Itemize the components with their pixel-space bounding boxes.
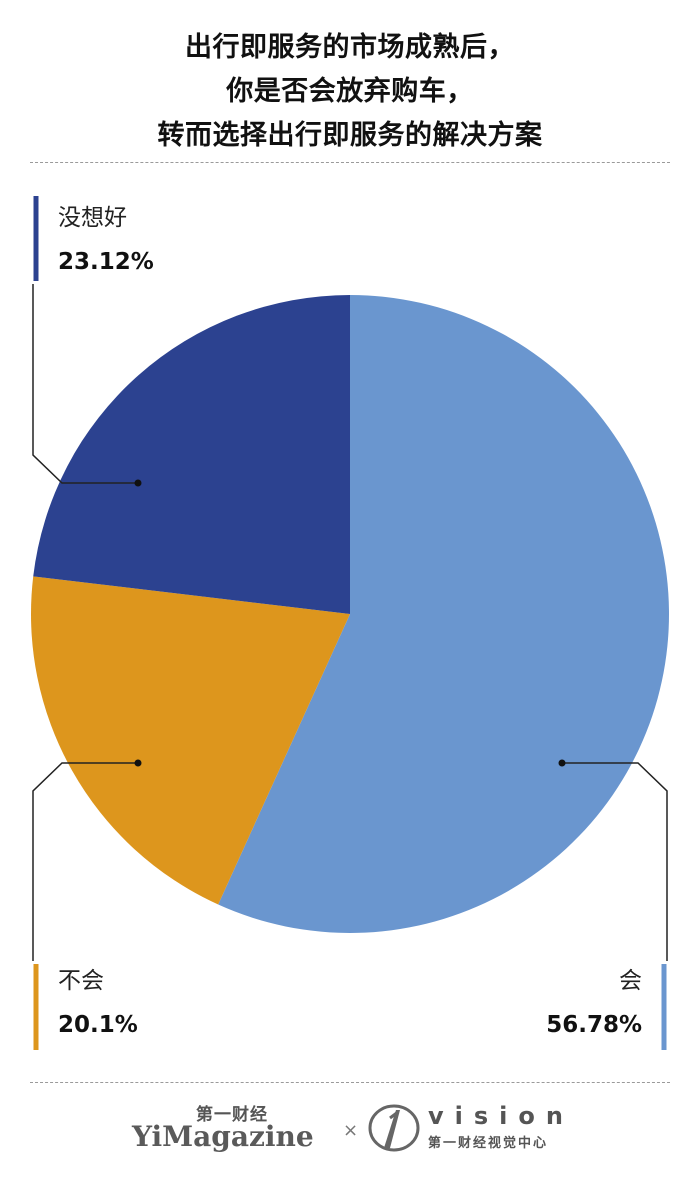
- slice-meixianghao: [33, 295, 350, 614]
- vision-word: vision: [428, 1102, 574, 1130]
- slice-value-hui: 56.78%: [546, 1012, 642, 1038]
- leader-dot-buhui: [134, 759, 142, 767]
- slice-label-buhui: 不会: [58, 968, 104, 994]
- slice-value-buhui: 20.1%: [58, 1012, 138, 1038]
- brand-cn: 第一财经: [196, 1105, 268, 1125]
- slice-label-hui: 会: [619, 968, 642, 994]
- slice-value-meixianghao: 23.12%: [58, 249, 154, 275]
- vision-logo-icon: [368, 1104, 420, 1152]
- pie-chart: [30, 196, 670, 1050]
- leader-line-meixianghao: [32, 284, 138, 484]
- slice-hui: [218, 295, 670, 933]
- label-block-hui: 会 56.78%: [546, 966, 642, 1040]
- title-line-3: 转而选择出行即服务的解决方案: [157, 120, 543, 151]
- top-divider: [30, 162, 670, 163]
- chart-title: 出行即服务的市场成熟后， 你是否会放弃购车， 转而选择出行即服务的解决方案: [0, 26, 700, 158]
- separator: ×: [343, 1120, 359, 1141]
- vision-cn: 第一财经视觉中心: [428, 1136, 549, 1151]
- leader-line-hui: [562, 762, 668, 961]
- slice-buhui: [30, 576, 351, 905]
- title-line-2: 你是否会放弃购车，: [226, 76, 474, 107]
- leader-line-buhui: [32, 762, 138, 961]
- leader-lines: [32, 196, 668, 1050]
- label-block-meixianghao: 没想好 23.12%: [58, 203, 154, 277]
- title-line-1: 出行即服务的市场成熟后，: [185, 32, 515, 63]
- pie-slices: [30, 295, 670, 933]
- footer: 第一财经 YiMagazine × vision 第一财经视觉中心: [0, 1098, 700, 1158]
- brand-en: YiMagazine: [132, 1120, 314, 1153]
- leader-dot-meixianghao: [134, 479, 142, 487]
- slice-label-meixianghao: 没想好: [58, 205, 127, 231]
- label-block-buhui: 不会 20.1%: [58, 966, 138, 1040]
- bottom-divider: [30, 1082, 670, 1083]
- leader-dot-hui: [558, 759, 566, 767]
